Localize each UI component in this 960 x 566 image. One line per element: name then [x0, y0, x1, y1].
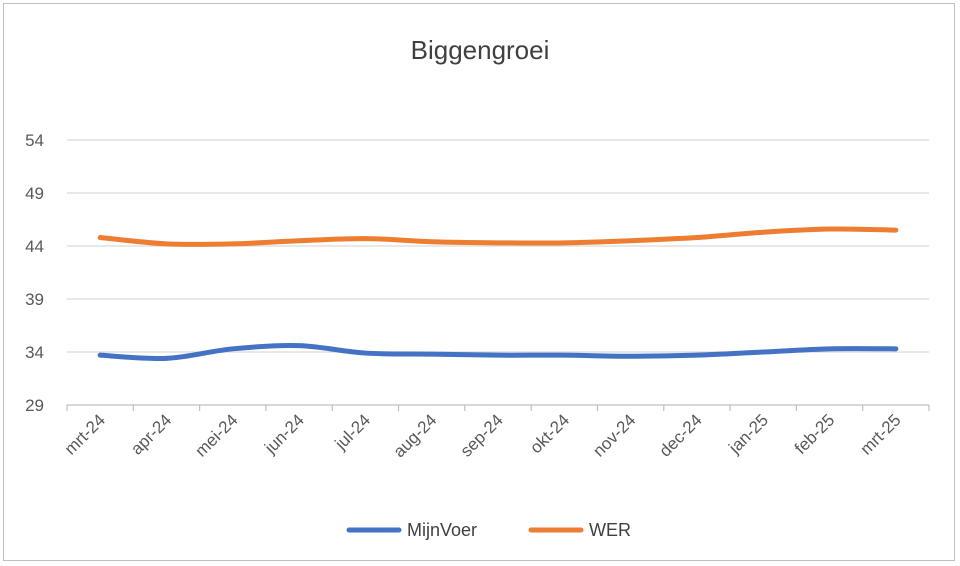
y-tick-label: 29 — [25, 396, 44, 415]
y-axis-ticks: 29 34 39 44 49 54 — [25, 131, 44, 415]
legend-label: MijnVoer — [407, 520, 477, 540]
x-tick-label: dec-24 — [656, 410, 706, 460]
legend: MijnVoer WER — [346, 520, 631, 540]
y-tick-label: 54 — [25, 131, 44, 150]
y-tick-label: 39 — [25, 290, 44, 309]
series-lines — [97, 226, 899, 362]
x-tick-label: okt-24 — [526, 410, 573, 457]
x-tick-label: mrt-24 — [61, 410, 109, 458]
x-tick-label: jul-24 — [331, 410, 375, 454]
y-tick-label: 49 — [25, 184, 44, 203]
line-chart: Biggengroei 29 34 39 44 49 54 mrt-24 apr-24 mei… — [25, 35, 930, 540]
x-tick-label: jun-24 — [260, 410, 308, 458]
x-axis — [66, 404, 930, 411]
series-line-wer — [97, 226, 899, 247]
x-axis-ticks: mrt-24 apr-24 mei-24 jun-24 jul-24 aug-24 sep-… — [61, 410, 905, 461]
x-tick-label: sep-24 — [457, 410, 507, 460]
chart-title: Biggengroei — [411, 35, 550, 65]
x-tick-label: mei-24 — [191, 410, 241, 460]
series-line-mijnvoer — [97, 342, 899, 362]
x-tick-label: jan-25 — [724, 410, 772, 458]
x-tick-label: feb-25 — [791, 410, 839, 458]
x-tick-label: aug-24 — [390, 410, 441, 461]
x-tick-label: apr-24 — [127, 410, 175, 458]
x-tick-label: mrt-25 — [857, 410, 905, 458]
y-tick-label: 34 — [25, 343, 44, 362]
legend-label: WER — [589, 520, 631, 540]
y-tick-label: 44 — [25, 237, 44, 256]
x-tick-label: nov-24 — [589, 410, 639, 460]
chart-frame: Biggengroei 29 34 39 44 49 54 mrt-24 apr-24 mei… — [3, 3, 955, 561]
